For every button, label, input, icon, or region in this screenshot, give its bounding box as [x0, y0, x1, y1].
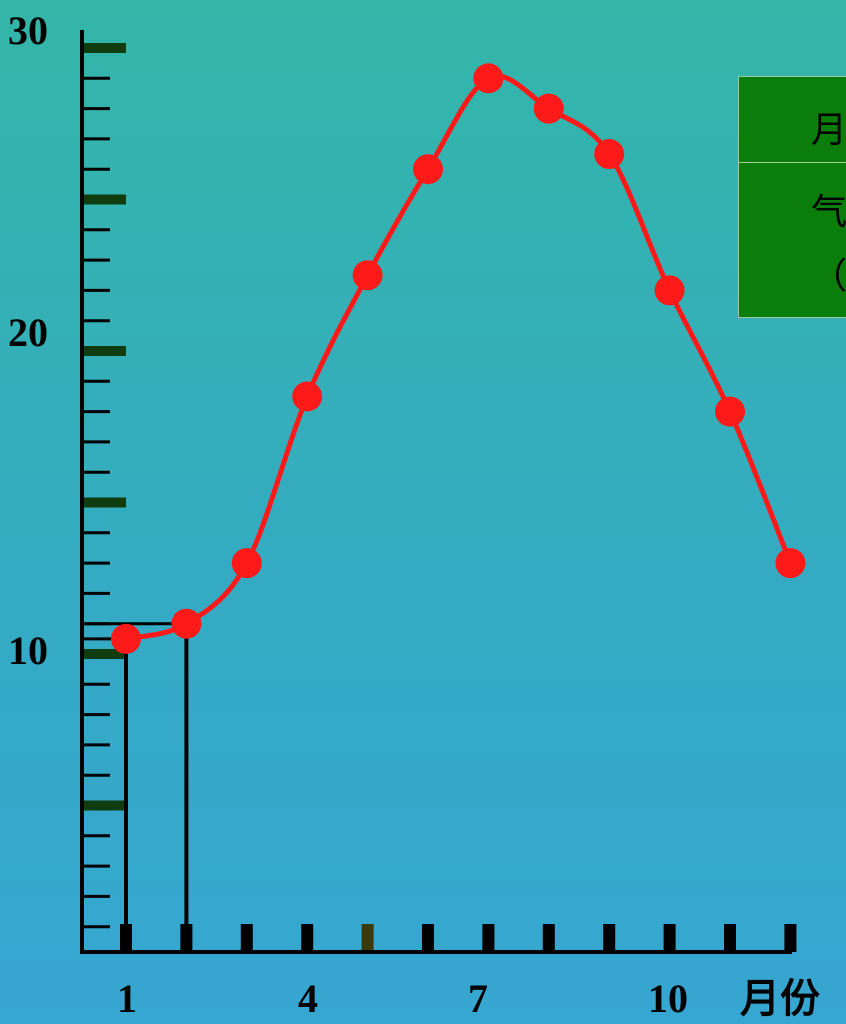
legend-row-temperature: 气 （ — [739, 163, 846, 317]
y-tick-label-20: 20 — [8, 310, 48, 355]
x-tick-label-4: 4 — [298, 976, 318, 1021]
x-axis-ticks — [120, 924, 797, 952]
data-point-month-6 — [413, 154, 443, 185]
data-point-month-7 — [473, 63, 504, 94]
data-point-month-8 — [533, 93, 564, 124]
x-tick-mark — [542, 924, 555, 952]
legend-row-month: 月 — [739, 77, 846, 163]
data-point-month-10 — [654, 275, 685, 306]
x-tick-label-1: 1 — [117, 976, 137, 1021]
data-point-month-11 — [715, 396, 745, 427]
data-point-month-2 — [171, 608, 202, 639]
legend-temperature-label: 气 — [811, 192, 846, 233]
x-tick-mark — [301, 924, 314, 952]
data-point-month-9 — [594, 139, 625, 170]
x-tick-label-7: 7 — [468, 976, 488, 1021]
data-point-month-3 — [231, 548, 262, 579]
legend-month-label: 月 — [811, 110, 846, 151]
y-tick-label-10: 10 — [8, 628, 48, 673]
x-tick-mark — [482, 924, 495, 952]
x-tick-mark — [361, 924, 374, 952]
x-tick-mark — [663, 924, 676, 952]
x-tick-label-10: 10 — [648, 976, 688, 1021]
x-tick-mark — [603, 924, 616, 952]
data-points — [111, 63, 806, 654]
data-point-month-4 — [292, 381, 323, 412]
legend-table: 月 气 （ — [738, 76, 846, 318]
data-point-month-5 — [352, 260, 383, 291]
x-axis-title: 月份 — [740, 976, 820, 1022]
data-point-month-1 — [111, 623, 141, 654]
data-point-month-12 — [775, 548, 806, 579]
reference-lines — [82, 622, 189, 952]
y-axis-ticks — [82, 43, 126, 929]
y-tick-label-30: 30 — [8, 8, 48, 53]
legend-unit-label: （ — [811, 256, 846, 297]
x-tick-mark — [422, 924, 434, 952]
x-tick-mark — [240, 924, 253, 952]
x-tick-mark — [784, 924, 797, 952]
temperature-series-line — [125, 73, 793, 642]
x-tick-mark — [724, 924, 736, 952]
